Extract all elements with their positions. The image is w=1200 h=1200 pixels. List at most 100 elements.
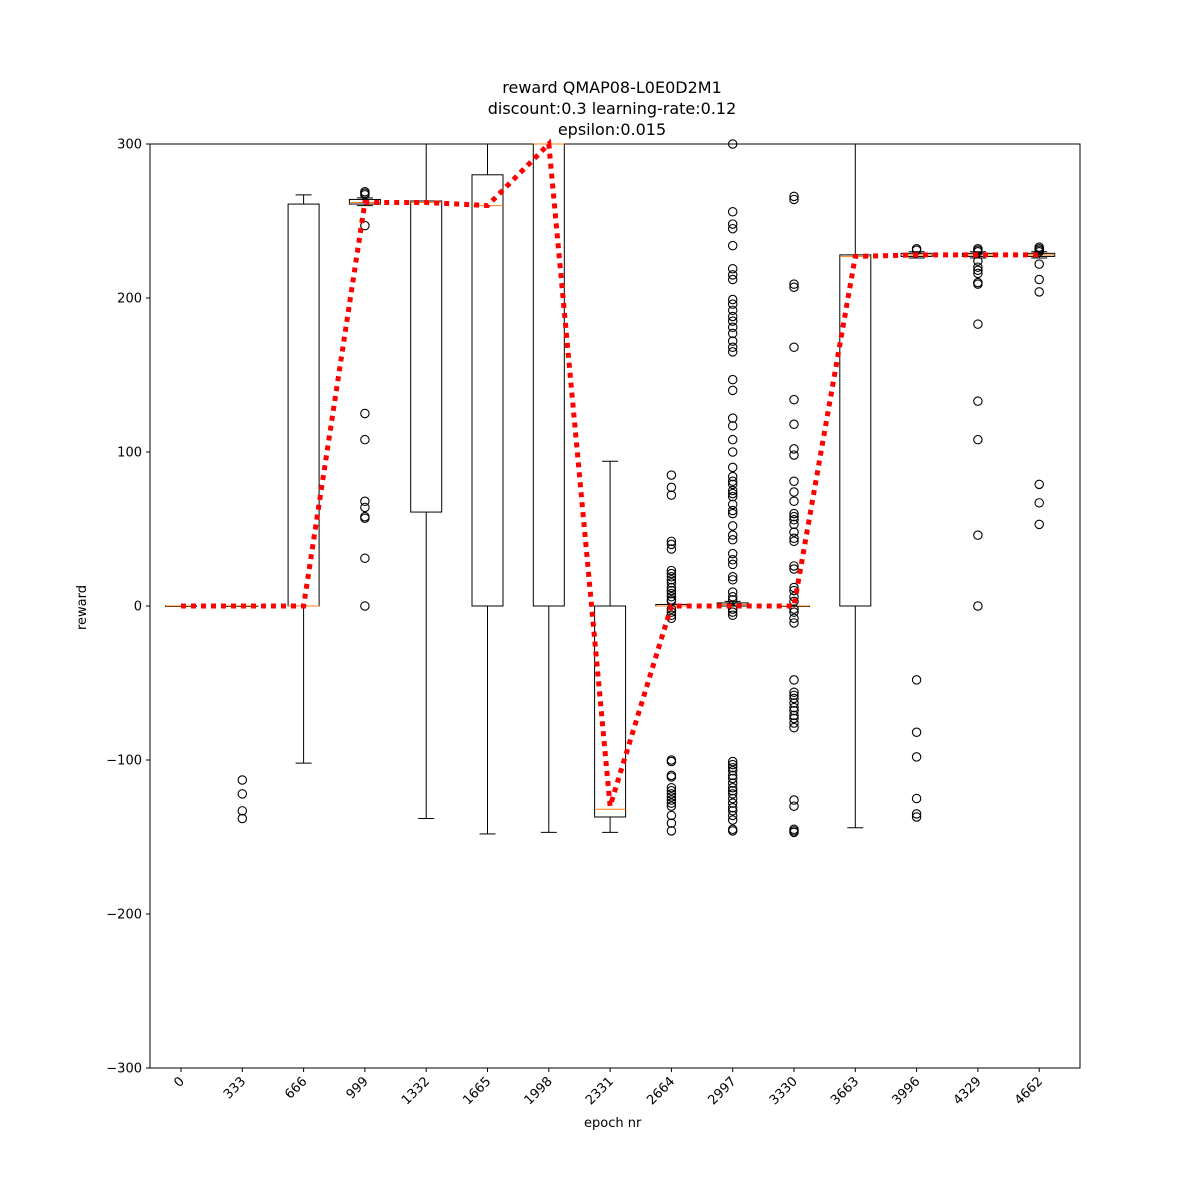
y-tick-label: −200 [106,908,142,923]
outlier-point [973,265,983,276]
outlier-point [727,559,738,570]
outlier-point [727,413,738,423]
outlier-point [727,505,738,516]
outlier-point [666,544,677,554]
outlier-point [973,262,983,272]
box-body [594,605,627,818]
outlier-point [360,553,370,564]
outlier-point [727,521,738,531]
x-tick-label: 3663 [828,1074,862,1108]
outlier-point [1034,259,1044,269]
mean-line-layer [181,138,1040,807]
outlier-point [789,698,799,708]
outlier-point [727,789,738,799]
outlier-point [727,485,738,496]
outlier-point [666,789,677,799]
outlier-point [789,519,799,530]
x-tick-label: 333 [221,1074,249,1102]
outlier-point [789,508,799,519]
outlier-point [727,223,738,234]
outlier-point [789,444,799,454]
outlier-point [666,578,677,588]
outlier-point [727,782,738,793]
outlier-point [789,693,799,704]
outlier-point [727,815,738,825]
outlier-point [727,342,738,353]
outlier-point [789,702,799,713]
outlier-point [973,601,983,611]
outlier-point [727,810,738,821]
outlier-point [789,194,799,205]
outlier-point [727,499,738,510]
outlier-point [727,793,738,804]
outlier-point [727,471,738,482]
box-body [471,174,504,607]
outlier-point [666,826,677,836]
outlier-point [789,713,799,724]
outlier-point [789,511,799,522]
y-tick-label: 0 [134,600,142,615]
x-tick-label: 2331 [583,1074,617,1108]
outlier-point [789,419,799,430]
outlier-point [911,675,922,685]
outlier-point [666,798,677,808]
outlier-point [666,575,677,585]
outlier-point [1034,247,1044,257]
outlier-point [911,752,922,762]
x-tick-label: 666 [282,1074,310,1102]
outlier-point [789,487,799,497]
outlier-point [789,527,799,537]
outlier-point [727,595,738,605]
outlier-point [727,434,738,445]
outlier-point [666,786,677,796]
outlier-point [666,801,677,811]
x-tick-label: 4329 [951,1074,985,1108]
x-tick-label: 3330 [767,1074,801,1108]
outlier-point [973,319,983,329]
outlier-point [727,219,738,229]
outlier-point [727,802,738,813]
outlier-point [789,596,799,607]
outlier-point [666,536,677,547]
outlier-point [727,139,738,149]
outlier-point [789,476,799,487]
outlier-point [727,294,738,305]
outlier-point [911,812,922,822]
outlier-point [973,530,983,540]
outlier-point [727,587,738,597]
outlier-point [727,311,738,322]
outlier-point [911,727,922,738]
outlier-point [911,809,922,819]
outlier-point [727,607,738,617]
outlier-point [666,792,677,802]
outlier-point [1034,498,1044,508]
outlier-point [727,421,738,431]
outlier-point [666,568,677,579]
outlier-point [789,536,799,547]
outlier-point [789,618,799,628]
outlier-point [973,434,983,445]
outlier-point [727,778,738,788]
outlier-point [727,592,738,602]
outlier-point [727,571,738,582]
outlier-point [789,722,799,733]
y-tick-label: 100 [117,446,142,461]
x-tick-label: 1665 [460,1074,494,1108]
outlier-point [1034,479,1044,490]
y-tick-label: 200 [117,292,142,307]
outlier-point [727,263,738,274]
outlier-point [360,408,370,419]
outlier-point [789,342,799,353]
x-tick-label: 1332 [399,1074,433,1108]
outlier-point [727,575,738,585]
outlier-point [727,530,738,540]
outlier-point [973,268,983,279]
outlier-point [789,191,799,202]
outlier-point [789,394,799,405]
x-tick-label: 999 [344,1074,372,1102]
box-group-2331 [594,460,627,833]
outlier-point [727,299,738,309]
outlier-point [237,806,248,816]
outlier-point [666,782,677,793]
